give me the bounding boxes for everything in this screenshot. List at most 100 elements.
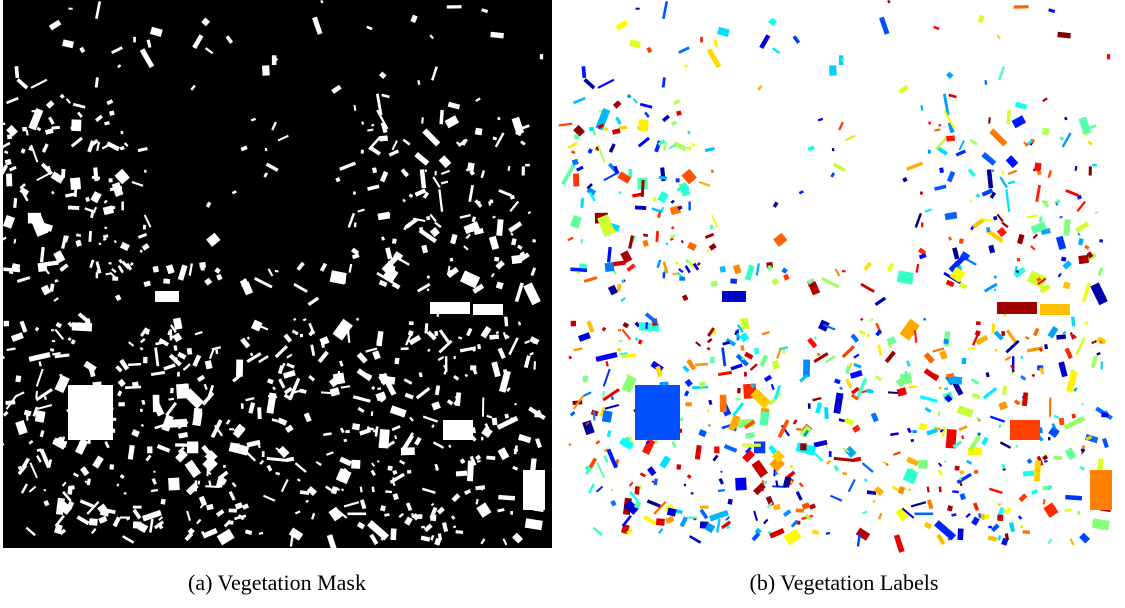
region [714, 446, 719, 453]
region [377, 388, 381, 390]
region [754, 442, 765, 454]
region [928, 150, 931, 154]
region [262, 451, 265, 457]
region [988, 526, 992, 529]
region [1077, 511, 1080, 515]
region [1049, 397, 1051, 416]
region [605, 262, 615, 272]
region [456, 530, 464, 534]
region [803, 359, 810, 376]
region [143, 225, 146, 230]
region [120, 131, 123, 134]
region [618, 329, 621, 331]
region [783, 350, 786, 354]
region [456, 471, 467, 477]
region [635, 385, 680, 440]
region [372, 168, 377, 174]
region [233, 443, 239, 450]
region [392, 238, 397, 244]
region [829, 65, 837, 76]
region [163, 279, 170, 284]
region [68, 385, 113, 440]
region [494, 257, 499, 262]
region [492, 418, 498, 426]
region [679, 277, 685, 281]
region [997, 302, 1037, 314]
region [1057, 200, 1061, 204]
region [824, 407, 829, 419]
region [918, 460, 927, 469]
region [957, 528, 963, 540]
region [720, 266, 726, 273]
region [905, 371, 907, 378]
region [1089, 166, 1092, 175]
region [602, 410, 613, 422]
region [676, 178, 680, 182]
region [534, 412, 541, 417]
region [390, 528, 396, 540]
caption: (b) Vegetation Labels [750, 570, 939, 595]
region [939, 168, 944, 174]
region [168, 478, 180, 491]
region [961, 358, 966, 365]
region [1078, 255, 1089, 264]
region [959, 238, 964, 244]
region [1100, 361, 1103, 369]
region [497, 117, 500, 120]
region [352, 423, 360, 430]
region [140, 409, 143, 412]
region [1064, 117, 1067, 120]
region [1001, 331, 1005, 336]
region [153, 395, 160, 412]
region [421, 526, 425, 529]
region [376, 339, 382, 344]
region [710, 225, 713, 230]
region [96, 272, 99, 278]
region [300, 334, 303, 337]
region [109, 178, 113, 182]
region [997, 515, 1003, 522]
region [430, 515, 436, 522]
region [401, 347, 409, 350]
region [574, 134, 579, 139]
region [133, 506, 142, 509]
region [540, 54, 543, 59]
region [635, 8, 639, 10]
region [1023, 471, 1034, 477]
region [943, 339, 949, 344]
region [132, 381, 139, 387]
region [944, 388, 948, 390]
region [379, 135, 388, 141]
region [742, 443, 761, 447]
region [262, 65, 270, 76]
region [118, 402, 125, 406]
region [409, 321, 414, 325]
region [656, 518, 665, 526]
region [919, 423, 927, 430]
region [345, 430, 349, 433]
region [170, 388, 174, 394]
region [353, 191, 356, 194]
region [1040, 304, 1070, 315]
region [361, 150, 364, 154]
region [687, 517, 697, 519]
region [354, 222, 357, 227]
region [510, 511, 513, 515]
region [435, 171, 437, 176]
region [4, 321, 9, 327]
region [511, 255, 522, 264]
region [201, 265, 205, 270]
region [89, 518, 98, 526]
region [920, 191, 923, 194]
region [533, 361, 536, 369]
region [15, 375, 21, 382]
region [1010, 420, 1040, 440]
region [946, 135, 955, 141]
region [394, 358, 399, 365]
region [1002, 171, 1004, 176]
region [78, 322, 81, 329]
region [730, 279, 737, 284]
region [921, 222, 924, 227]
region [700, 37, 703, 43]
region [1017, 258, 1021, 262]
